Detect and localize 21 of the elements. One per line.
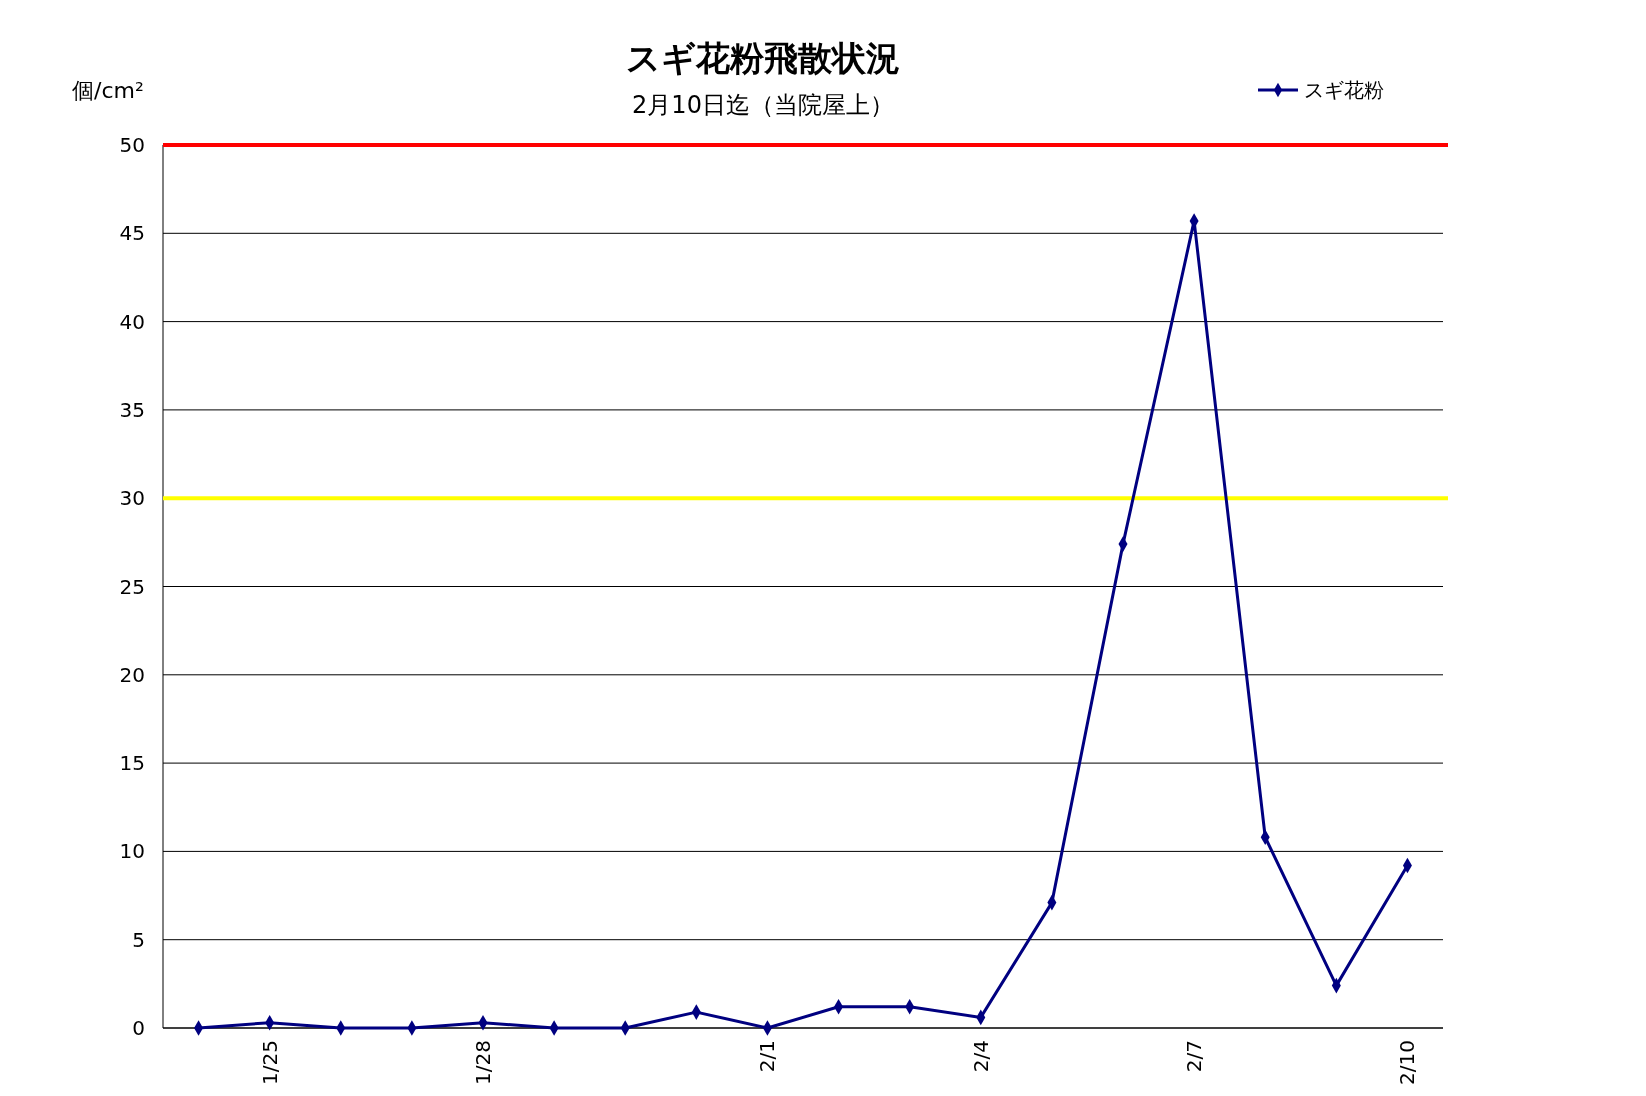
x-tick-label: 1/28 — [471, 1040, 495, 1085]
y-tick-label: 35 — [119, 397, 145, 422]
y-tick-label: 15 — [119, 751, 145, 776]
x-tick-label: 2/10 — [1395, 1040, 1420, 1085]
chart-title: スギ花粉飛散状況 — [626, 38, 900, 78]
y-tick-label: 30 — [119, 486, 145, 511]
y-tick-label: 10 — [119, 839, 145, 864]
x-tick-label: 1/25 — [257, 1040, 282, 1085]
y-tick-label: 45 — [119, 221, 145, 246]
y-tick-label: 0 — [132, 1016, 145, 1040]
x-tick-label: 2/7 — [1182, 1040, 1207, 1073]
y-tick-label: 50 — [119, 133, 145, 157]
y-axis-title: 個/cm² — [72, 78, 144, 103]
chart-subtitle: 2月10日迄（当院屋上） — [632, 91, 894, 119]
legend-label: スギ花粉 — [1304, 78, 1384, 102]
x-tick-label: 2/1 — [755, 1040, 780, 1073]
x-tick-label: 2/4 — [968, 1040, 993, 1073]
y-tick-label: 5 — [132, 927, 145, 952]
y-tick-label: 25 — [119, 574, 145, 599]
y-tick-label: 40 — [119, 309, 145, 334]
y-tick-label: 20 — [119, 662, 145, 687]
